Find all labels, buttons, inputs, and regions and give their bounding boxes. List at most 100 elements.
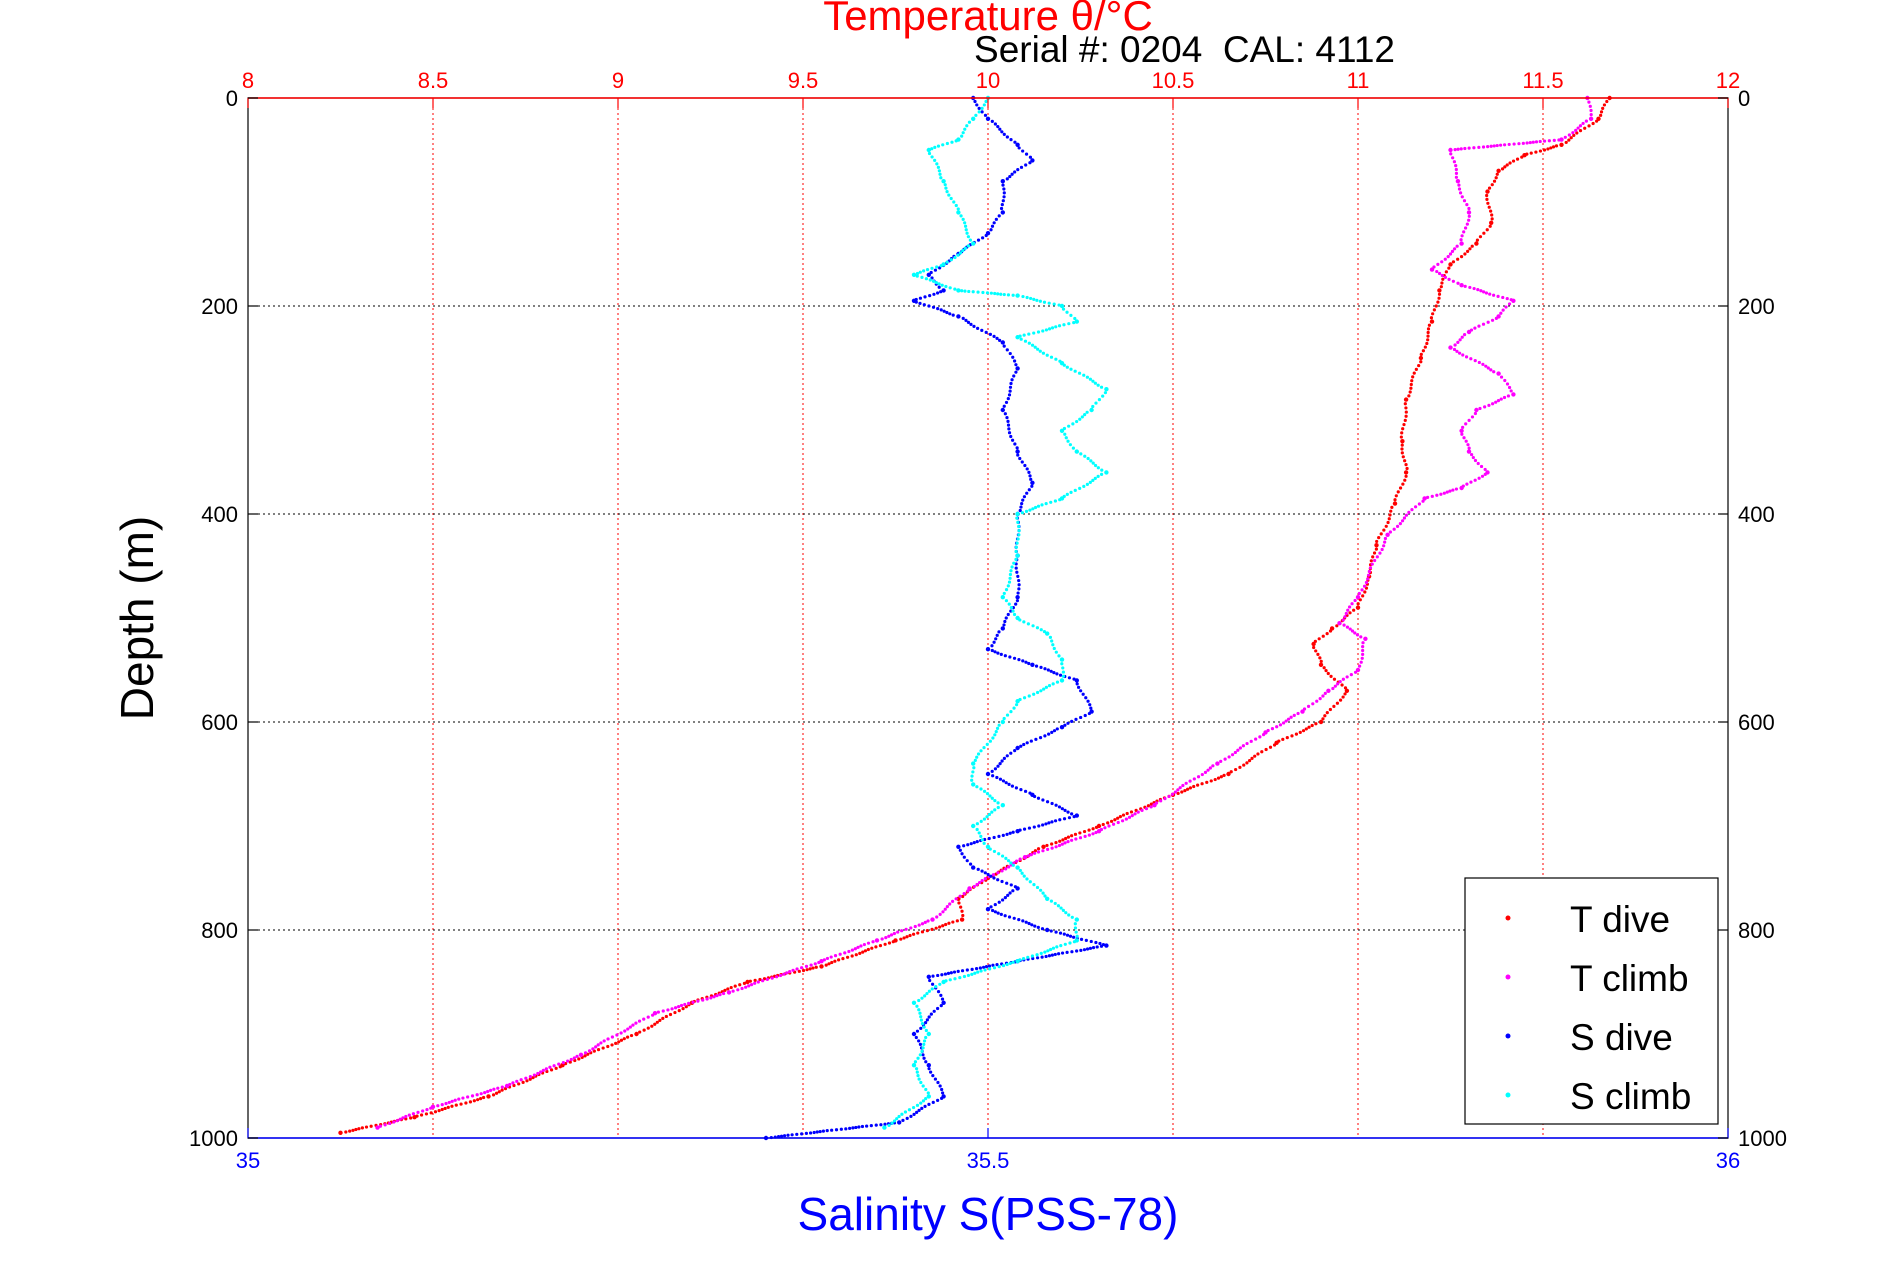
trace-marker (1043, 734, 1047, 738)
trace-marker (859, 944, 863, 948)
data-point (956, 288, 961, 293)
trace-marker (450, 1099, 454, 1103)
trace-marker (1500, 167, 1505, 171)
trace-marker (1027, 661, 1031, 666)
trace-marker (1029, 296, 1033, 301)
trace-marker (1206, 768, 1210, 772)
trace-marker (1400, 519, 1405, 523)
trace-marker (729, 985, 733, 990)
trace-marker (1480, 474, 1485, 478)
trace-marker (988, 739, 992, 743)
trace-marker (1051, 643, 1055, 647)
trace-marker (1455, 244, 1459, 248)
trace-marker (1002, 187, 1006, 191)
trace-marker (1091, 946, 1096, 950)
trace-marker (592, 1049, 596, 1053)
trace-marker (1069, 367, 1073, 371)
trace-marker (1404, 474, 1408, 478)
trace-marker (1002, 756, 1006, 761)
trace-marker (944, 922, 948, 927)
data-point (971, 865, 976, 870)
trace-marker (1377, 536, 1381, 540)
trace-marker (928, 294, 932, 298)
trace-marker (874, 945, 878, 949)
trace-marker (1025, 741, 1029, 745)
trace-marker (1045, 353, 1049, 357)
trace-marker (756, 980, 760, 984)
trace-marker (915, 1029, 920, 1033)
trace-marker (871, 940, 875, 944)
trace-marker (354, 1127, 358, 1132)
trace-marker (1384, 524, 1388, 528)
trace-marker (1345, 625, 1350, 629)
trace-marker (1009, 606, 1013, 610)
trace-marker (1278, 723, 1283, 727)
trace-marker (1360, 588, 1364, 592)
trace-marker (1499, 375, 1504, 379)
trace-marker (1074, 930, 1078, 934)
data-point (1022, 855, 1028, 860)
trace-marker (1121, 813, 1126, 817)
trace-marker (1091, 404, 1095, 409)
trace-marker (655, 1020, 659, 1024)
trace-marker (1268, 745, 1273, 749)
trace-marker (841, 957, 845, 961)
trace-marker (1454, 175, 1458, 179)
trace-marker (1489, 209, 1493, 213)
trace-marker (1000, 130, 1004, 134)
trace-marker (992, 966, 997, 970)
trace-marker (1452, 160, 1457, 164)
data-point (412, 1115, 417, 1120)
trace-marker (782, 1134, 787, 1138)
trace-marker (658, 1018, 662, 1022)
trace-marker (466, 1095, 470, 1099)
trace-marker (917, 1108, 921, 1112)
trace-marker (1410, 508, 1414, 512)
trace-marker (1380, 547, 1384, 552)
trace-marker (1369, 559, 1373, 563)
data-point (1588, 116, 1594, 122)
data-point (1448, 147, 1453, 153)
trace-marker (1018, 857, 1022, 861)
trace-marker (915, 1004, 919, 1008)
trace-marker (558, 1065, 562, 1069)
trace-marker (1183, 789, 1187, 793)
trace-marker (954, 139, 958, 143)
trace-marker (1452, 247, 1457, 251)
trace-marker (1348, 627, 1352, 631)
trace-marker (1016, 537, 1020, 541)
trace-marker (1039, 888, 1043, 892)
trace-marker (545, 1069, 549, 1074)
trace-marker (461, 1096, 465, 1100)
trace-marker (1068, 443, 1073, 447)
trace-marker (492, 1087, 496, 1091)
data-point (1015, 366, 1020, 371)
data-point (985, 116, 991, 122)
trace-marker (619, 1038, 624, 1042)
trace-marker (993, 902, 997, 907)
trace-marker (1034, 737, 1038, 741)
trace-marker (1037, 824, 1041, 828)
trace-marker (1488, 224, 1492, 228)
trace-marker (1463, 226, 1468, 230)
trace-marker (642, 1017, 646, 1021)
trace-marker (1383, 536, 1388, 541)
trace-marker (1032, 825, 1036, 829)
trace-marker (1101, 822, 1105, 827)
trace-marker (1382, 544, 1386, 548)
trace-marker (1006, 859, 1011, 863)
trace-marker (1496, 399, 1501, 403)
trace-marker (1055, 727, 1059, 731)
trace-marker (1324, 668, 1328, 673)
trace-marker (950, 899, 955, 904)
data-point (1318, 662, 1324, 667)
trace-marker (1521, 141, 1525, 145)
trace-marker (1073, 922, 1077, 926)
trace-marker (984, 233, 988, 238)
data-point (1059, 303, 1065, 309)
trace-marker (977, 110, 981, 114)
trace-marker (436, 1104, 440, 1108)
trace-marker (981, 290, 985, 295)
trace-marker (670, 1007, 674, 1011)
